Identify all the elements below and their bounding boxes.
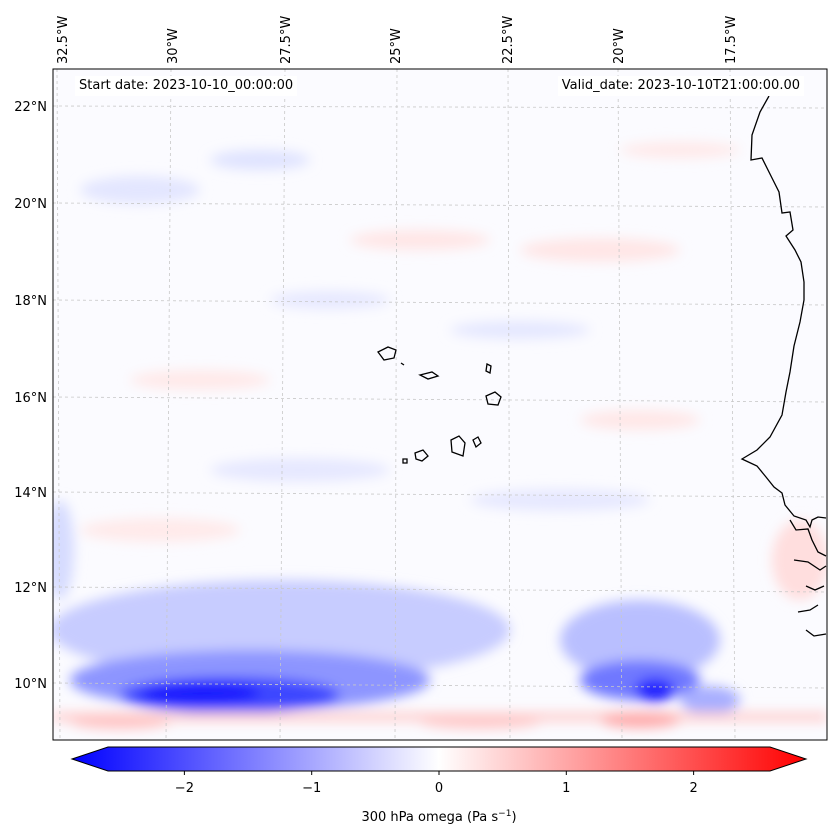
colorbar-tick-label: 2 — [689, 781, 697, 796]
lat-label: 14°N — [14, 486, 47, 501]
lat-label: 20°N — [14, 197, 47, 212]
lat-label: 12°N — [14, 581, 47, 596]
island-maio — [472, 436, 482, 449]
graticule — [52, 68, 828, 741]
colorbar-tick-label: 1 — [562, 781, 570, 796]
valid-date-label: Valid_date: 2023-10-10T21:00:00.00 — [557, 76, 804, 96]
island-sal — [485, 363, 492, 374]
lat-label: 22°N — [14, 100, 47, 115]
latitude-labels: 22°N 20°N 18°N 16°N 14°N 12°N 10°N — [14, 100, 47, 692]
island-sao-vicente — [400, 362, 405, 366]
omega-field — [53, 142, 827, 729]
longitude-labels: 32.5°W 30°W 27.5°W 25°W 22.5°W 20°W 17.5… — [56, 16, 739, 64]
island-boa-vista — [485, 391, 502, 406]
lon-label: 30°W — [166, 28, 181, 64]
island-brava — [402, 458, 408, 464]
lon-label: 20°W — [612, 28, 627, 64]
lon-label: 25°W — [389, 28, 404, 64]
guinea-bissau-coast — [789, 519, 827, 637]
start-date-label: Start date: 2023-10-10_00:00:00 — [75, 76, 298, 96]
colorbar-tick-label: −1 — [302, 781, 321, 796]
map-panel — [52, 68, 828, 741]
lon-label: 22.5°W — [501, 16, 516, 64]
island-santiago — [450, 435, 466, 457]
lat-label: 16°N — [14, 391, 47, 406]
island-fogo — [414, 449, 429, 462]
colorbar-ticks: −2 −1 0 1 2 — [175, 771, 698, 796]
lat-label: 18°N — [14, 294, 47, 309]
colorbar-tick-label: −2 — [175, 781, 194, 796]
colorbar-bar — [70, 746, 808, 772]
island-sao-nicolau — [418, 371, 440, 380]
lon-label: 17.5°W — [724, 16, 739, 64]
lon-label: 32.5°W — [56, 16, 71, 64]
lat-label: 10°N — [14, 677, 47, 692]
coastline — [377, 95, 827, 637]
colorbar: −2 −1 0 1 2 300 hPa omega (Pa s−1) — [70, 746, 808, 825]
map-frame — [52, 68, 828, 741]
africa-coast — [740, 95, 827, 529]
lon-label: 27.5°W — [279, 16, 294, 64]
colorbar-label: 300 hPa omega (Pa s−1) — [361, 809, 516, 825]
colorbar-tick-label: 0 — [435, 781, 443, 796]
island-santo-antao — [377, 346, 397, 361]
